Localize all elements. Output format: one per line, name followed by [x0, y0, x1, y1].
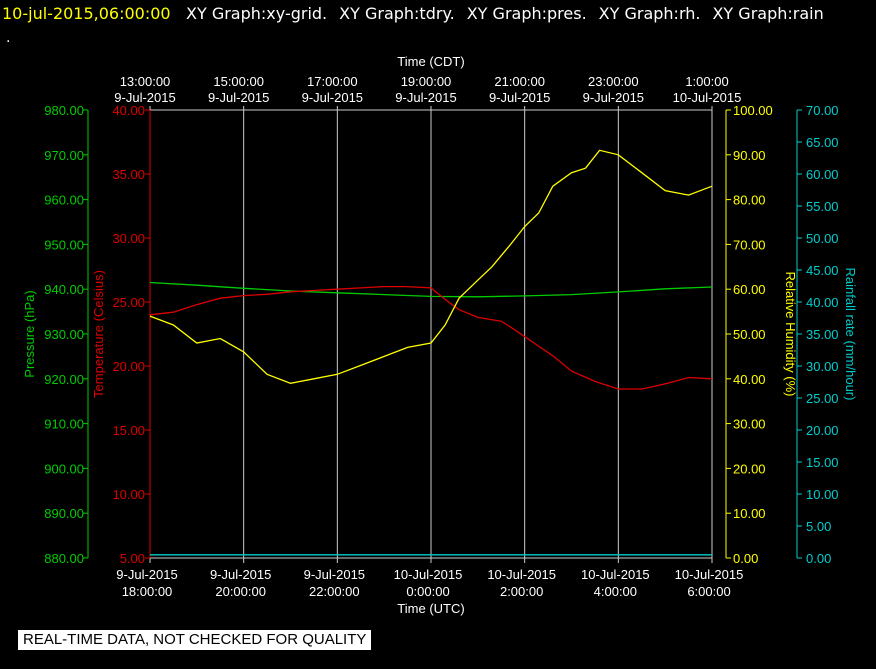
y-tick-label: 5.00: [806, 519, 831, 534]
title-bar: 10-jul-2015,06:00:00 XY Graph:xy-grid. XY…: [0, 2, 876, 26]
y-tick-label: 100.00: [733, 103, 773, 118]
y-tick-label: 15.00: [112, 423, 145, 438]
y-axis-title: Rainfall rate (mm/hour): [843, 268, 858, 401]
bottom-tick-label: 10-Jul-2015: [394, 567, 463, 582]
y-tick-label: 60.00: [733, 282, 766, 297]
top-tick-label: 19:00:00: [401, 74, 452, 89]
y-tick-label: 10.00: [806, 487, 839, 502]
y-tick-label: 0.00: [806, 551, 831, 566]
y-tick-label: 5.00: [120, 551, 145, 566]
bottom-tick-label: 20:00:00: [215, 584, 266, 599]
top-axis-label: Time (CDT): [397, 54, 464, 69]
bottom-axis-label: Time (UTC): [397, 601, 464, 616]
y-tick-label: 20.00: [733, 461, 766, 476]
y-tick-label: 40.00: [733, 372, 766, 387]
top-tick-label: 17:00:00: [307, 74, 358, 89]
bottom-tick-label: 10-Jul-2015: [487, 567, 556, 582]
y-tick-label: 40.00: [806, 295, 839, 310]
y-tick-label: 20.00: [112, 359, 145, 374]
y-tick-label: 70.00: [806, 103, 839, 118]
y-tick-label: 880.00: [44, 551, 84, 566]
y-tick-label: 930.00: [44, 327, 84, 342]
bottom-tick-label: 9-Jul-2015: [304, 567, 365, 582]
top-tick-label: 9-Jul-2015: [114, 90, 175, 105]
y-tick-label: 960.00: [44, 193, 84, 208]
graph-item-rh[interactable]: XY Graph:rh.: [598, 4, 701, 23]
bottom-tick-label: 6:00:00: [687, 584, 730, 599]
top-tick-label: 9-Jul-2015: [489, 90, 550, 105]
top-tick-label: 9-Jul-2015: [302, 90, 363, 105]
y-tick-label: 60.00: [806, 167, 839, 182]
y-tick-label: 970.00: [44, 148, 84, 163]
y-tick-label: 20.00: [806, 423, 839, 438]
quality-disclaimer: REAL-TIME DATA, NOT CHECKED FOR QUALITY: [18, 630, 372, 650]
bottom-tick-label: 10-Jul-2015: [581, 567, 650, 582]
y-axis-title: Pressure (hPa): [22, 290, 37, 377]
y-tick-label: 25.00: [806, 391, 839, 406]
top-tick-label: 23:00:00: [588, 74, 639, 89]
timestamp: 10-jul-2015,06:00:00: [2, 4, 171, 23]
y-tick-label: 25.00: [112, 295, 145, 310]
y-tick-label: 90.00: [733, 148, 766, 163]
bottom-tick-label: 22:00:00: [309, 584, 360, 599]
bottom-tick-label: 9-Jul-2015: [116, 567, 177, 582]
y-tick-label: 30.00: [112, 231, 145, 246]
graph-item-rain[interactable]: XY Graph:rain: [712, 4, 824, 23]
y-axis-title: Relative Humidity (%): [783, 272, 798, 397]
bottom-tick-label: 4:00:00: [594, 584, 637, 599]
series-line-temperature: [149, 285, 713, 390]
y-tick-label: 35.00: [112, 167, 145, 182]
y-tick-label: 890.00: [44, 506, 84, 521]
y-axis-title: Temperature (Celsius): [91, 270, 106, 398]
dot-mark: .: [6, 30, 11, 46]
y-tick-label: 910.00: [44, 417, 84, 432]
bottom-tick-label: 2:00:00: [500, 584, 543, 599]
bottom-tick-label: 18:00:00: [122, 584, 173, 599]
graph-item-tdry[interactable]: XY Graph:tdry.: [339, 4, 455, 23]
top-tick-label: 13:00:00: [120, 74, 171, 89]
graph-list: XY Graph:xy-grid. XY Graph:tdry. XY Graph:…: [186, 4, 836, 23]
y-tick-label: 30.00: [806, 359, 839, 374]
top-tick-label: 9-Jul-2015: [208, 90, 269, 105]
y-tick-label: 10.00: [112, 487, 145, 502]
y-tick-label: 30.00: [733, 417, 766, 432]
y-tick-label: 15.00: [806, 455, 839, 470]
y-tick-label: 950.00: [44, 237, 84, 252]
y-tick-label: 65.00: [806, 135, 839, 150]
y-tick-label: 80.00: [733, 193, 766, 208]
top-tick-label: 9-Jul-2015: [583, 90, 644, 105]
y-tick-label: 920.00: [44, 372, 84, 387]
y-tick-label: 10.00: [733, 506, 766, 521]
top-tick-label: 15:00:00: [213, 74, 264, 89]
y-tick-label: 50.00: [733, 327, 766, 342]
bottom-tick-label: 0:00:00: [406, 584, 449, 599]
y-tick-label: 40.00: [112, 103, 145, 118]
y-tick-label: 55.00: [806, 199, 839, 214]
top-tick-label: 21:00:00: [494, 74, 545, 89]
bottom-tick-label: 10-Jul-2015: [675, 567, 744, 582]
top-tick-label: 10-Jul-2015: [673, 90, 742, 105]
y-tick-label: 0.00: [733, 551, 758, 566]
graph-item-pres[interactable]: XY Graph:pres.: [466, 4, 587, 23]
y-tick-label: 35.00: [806, 327, 839, 342]
y-tick-label: 900.00: [44, 461, 84, 476]
bottom-tick-label: 9-Jul-2015: [210, 567, 271, 582]
top-tick-label: 9-Jul-2015: [395, 90, 456, 105]
y-tick-label: 980.00: [44, 103, 84, 118]
series-line-pressure: [149, 281, 713, 298]
graph-item-xy-grid[interactable]: XY Graph:xy-grid.: [186, 4, 328, 23]
top-tick-label: 1:00:00: [685, 74, 728, 89]
y-tick-label: 50.00: [806, 231, 839, 246]
y-tick-label: 45.00: [806, 263, 839, 278]
y-tick-label: 70.00: [733, 237, 766, 252]
y-tick-label: 940.00: [44, 282, 84, 297]
series-line-humidity: [149, 149, 713, 384]
